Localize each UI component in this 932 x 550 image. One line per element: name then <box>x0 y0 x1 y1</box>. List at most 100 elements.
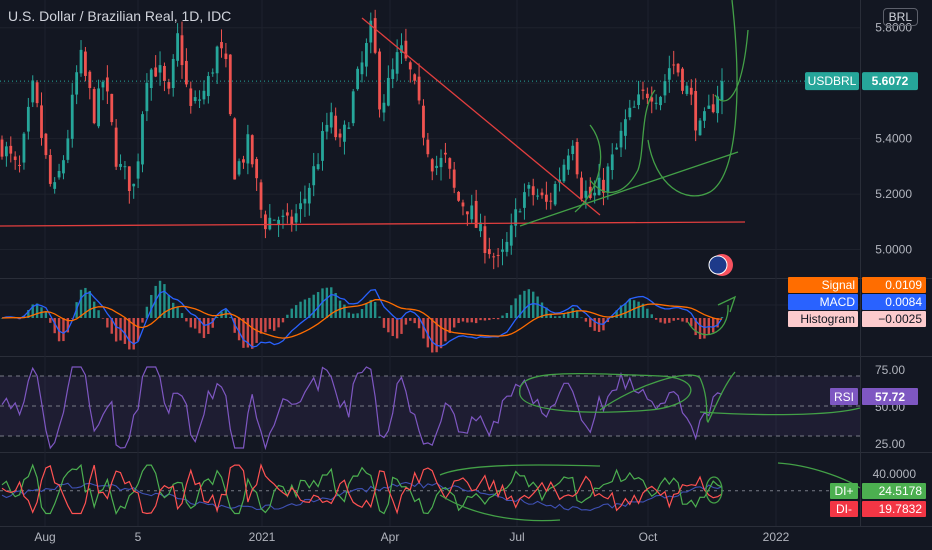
candle-body <box>163 65 166 81</box>
macd-histogram-bar <box>685 318 689 323</box>
macd-histogram-bar <box>71 318 74 319</box>
candle-body <box>457 191 460 201</box>
candle-body <box>228 54 232 115</box>
macd-histogram-bar <box>303 299 307 318</box>
macd-histogram-bar <box>360 309 364 318</box>
dmi-annotation-ellipse <box>705 476 723 504</box>
candle-body <box>167 82 171 89</box>
candle-body <box>321 130 324 161</box>
macd-histogram-bar <box>395 318 399 339</box>
candle-body <box>716 96 720 114</box>
macd-histogram-bar <box>426 318 430 348</box>
macd-histogram-bar <box>0 318 4 319</box>
macd-histogram-bar <box>597 318 601 332</box>
candle-body <box>119 163 122 167</box>
di-plus-line <box>1 463 723 516</box>
macd-series-value: 0.0084 <box>885 295 922 309</box>
price-tick-label: 5.2000 <box>875 187 912 201</box>
macd-label-badge <box>788 294 858 310</box>
candle-body <box>272 219 276 221</box>
macd-histogram-bar <box>672 318 675 321</box>
rsi-label-badge <box>830 388 858 405</box>
time-tick-label: 2021 <box>249 530 276 544</box>
candle-body <box>40 105 43 138</box>
rsi-series-label: RSI <box>834 390 854 404</box>
cup-drawing <box>574 124 602 213</box>
candle-body <box>650 97 654 102</box>
candle-body <box>66 138 70 160</box>
macd-histogram-bar <box>628 298 632 318</box>
candle-body <box>711 104 715 113</box>
candle-body <box>145 82 149 112</box>
candle-body <box>632 106 636 108</box>
macd-histogram-bar <box>136 318 140 342</box>
candle-body <box>514 209 518 226</box>
candle-body <box>70 94 74 139</box>
candle-body <box>479 222 482 232</box>
candle-body <box>44 133 48 156</box>
macd-histogram-bar <box>365 303 368 318</box>
candle-body <box>189 88 193 106</box>
candle-body <box>408 62 412 70</box>
candle-body <box>452 169 456 188</box>
candle-body <box>461 202 465 207</box>
macd-histogram-bar <box>163 284 166 318</box>
macd-histogram-bar <box>615 310 618 318</box>
macd-histogram-bar <box>176 306 179 318</box>
macd-histogram-bar <box>593 318 596 331</box>
candle-body <box>13 156 17 160</box>
candle-body <box>242 159 245 163</box>
macd-histogram-bar <box>435 318 438 353</box>
candle-body <box>224 53 228 60</box>
candle-body <box>343 124 346 142</box>
candle-body <box>685 85 689 94</box>
time-tick-label: Apr <box>381 530 400 544</box>
candle-body <box>523 192 526 208</box>
macd-histogram-bar <box>580 317 583 319</box>
macd-histogram-bar <box>536 296 539 318</box>
candles-group <box>0 9 724 270</box>
candle-body <box>132 183 136 187</box>
candle-body <box>206 76 210 97</box>
macd-histogram-bar <box>654 318 658 320</box>
time-tick-label: Jul <box>509 530 524 544</box>
macd-histogram-bar <box>501 315 504 318</box>
candle-body <box>698 120 702 136</box>
candle-body <box>299 203 302 210</box>
candle-body <box>470 205 474 220</box>
projection-curve <box>647 0 738 197</box>
projection-curve-2 <box>714 29 749 102</box>
dmi-series-label: DI+ <box>834 484 853 498</box>
macd-histogram-bar <box>698 318 702 340</box>
macd-histogram-bar <box>101 318 105 319</box>
rsi-line <box>1 366 723 451</box>
macd-histogram-bar <box>31 304 34 318</box>
macd-histogram-bar <box>180 313 184 318</box>
macd-value-badge <box>862 277 926 293</box>
macd-series-value: 0.0109 <box>885 278 922 292</box>
candle-body <box>79 49 83 74</box>
candle-body <box>527 184 531 189</box>
cup-handle-drawing <box>589 89 656 193</box>
rsi-tick-label: 25.00 <box>875 437 905 451</box>
candle-body <box>492 256 496 258</box>
symbol-title[interactable]: U.S. Dollar / Brazilian Real, 1D, IDC <box>8 8 232 24</box>
macd-histogram-bar <box>387 318 390 333</box>
macd-histogram-bar <box>668 318 671 323</box>
dmi-annotation-line <box>439 464 601 476</box>
macd-histogram-bar <box>400 318 403 334</box>
candle-body <box>707 105 711 109</box>
candle-body <box>18 164 21 166</box>
candle-body <box>496 254 500 256</box>
macd-histogram-bar <box>325 287 329 318</box>
currency-button[interactable]: BRL <box>882 8 918 26</box>
candle-body <box>505 241 509 252</box>
candle-body <box>312 166 316 186</box>
macd-histogram-bar <box>549 313 552 318</box>
candle-body <box>483 226 487 254</box>
macd-histogram-bar <box>316 292 320 318</box>
macd-series-label: MACD <box>820 295 856 309</box>
candle-body <box>101 81 105 88</box>
macd-histogram-bar <box>571 308 574 318</box>
